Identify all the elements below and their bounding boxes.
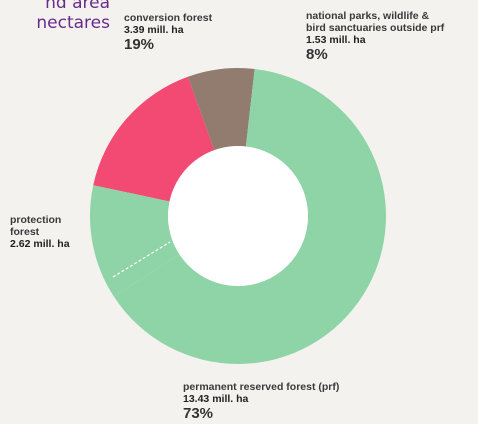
slice-national-parks-wildlife-bird-sanctuaries-outside-prf: [187, 68, 255, 151]
national-parks-name-line2: bird sanctuaries outside prf: [306, 22, 445, 34]
permanent-forest-percent: 73%: [183, 405, 214, 422]
title-line-2: nectares: [36, 13, 110, 33]
national-parks-name-line1: national parks, wildlife &: [306, 10, 430, 22]
label-protection-forest: protection forest 2.62 mill. ha: [10, 214, 70, 250]
label-national-parks: national parks, wildlife & bird sanctuar…: [306, 10, 444, 63]
slice-permanent-reserved-forest-prf: [113, 68, 387, 365]
conversion-forest-value: 3.39 mill. ha: [124, 24, 184, 36]
permanent-forest-name: permanent reserved forest (prf): [183, 381, 340, 393]
protection-forest-value: 2.62 mill. ha: [10, 238, 70, 250]
protection-forest-divider: [112, 241, 171, 278]
label-permanent-reserved-forest: permanent reserved forest (prf) 13.43 mi…: [183, 381, 339, 422]
chart-title: nd area nectares: [0, 0, 110, 42]
donut-hole: [168, 146, 308, 286]
protection-forest-name-line1: protection: [10, 214, 62, 226]
national-parks-percent: 8%: [306, 46, 328, 63]
conversion-forest-name: conversion forest: [124, 12, 213, 24]
national-parks-value: 1.53 mill. ha: [306, 34, 366, 46]
permanent-forest-value: 13.43 mill. ha: [183, 393, 249, 405]
label-conversion-forest: conversion forest 3.39 mill. ha 19%: [124, 12, 212, 53]
slice-protection-forest: [90, 185, 180, 297]
protection-forest-name-line2: forest: [10, 226, 40, 238]
title-line-1: nd area: [45, 0, 110, 13]
conversion-forest-percent: 19%: [124, 36, 155, 53]
slice-conversion-forest: [93, 76, 215, 202]
